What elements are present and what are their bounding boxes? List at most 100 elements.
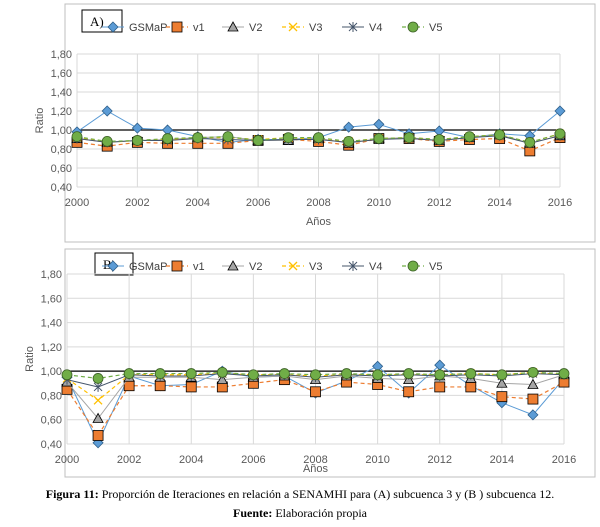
- chart-panel-b: B)0,400,600,801,001,201,401,601,80200020…: [24, 248, 596, 478]
- x-tick-label: 2008: [306, 197, 330, 209]
- gsmap-point: [343, 121, 355, 133]
- x-tick-label: 2012: [428, 454, 452, 466]
- source-caption: Fuente: Elaboración propia: [0, 506, 600, 521]
- v5-point: [524, 136, 536, 148]
- y-tick-label: 1,40: [41, 318, 62, 330]
- v1-point: [310, 386, 321, 398]
- y-tick-label: 1,80: [51, 49, 72, 61]
- y-tick-label: 1,20: [41, 342, 62, 354]
- v5-point: [341, 368, 352, 379]
- legend-label: V2: [249, 22, 262, 34]
- v2-point: [496, 377, 508, 388]
- v3-point: [93, 395, 103, 405]
- v5-point: [247, 369, 259, 381]
- v5-point: [252, 135, 264, 146]
- v5-point: [222, 131, 234, 143]
- legend-label: V4: [369, 22, 382, 34]
- v5-point: [216, 366, 228, 378]
- chart-border: [64, 3, 596, 243]
- x-tick-label: 2008: [303, 454, 327, 466]
- v5-point: [403, 132, 415, 144]
- legend-label: GSMaP: [129, 22, 168, 34]
- v1-point: [171, 260, 183, 272]
- legend: GSMaP v1 V2 V3 V4 V5: [102, 260, 442, 273]
- legend-label: GSMaP: [129, 261, 168, 273]
- legend-item-v1: v1: [166, 21, 205, 34]
- x-tick-label: 2010: [367, 197, 391, 209]
- series-line: [76, 137, 561, 152]
- figure-text: Proporción de Iteraciones en relación a …: [98, 487, 555, 501]
- gsmap-point: [101, 105, 113, 117]
- x-tick-label: 2004: [186, 197, 210, 209]
- x-tick-label: 2004: [179, 454, 203, 466]
- figure-caption: Figura 11: Proporción de Iteraciones en …: [0, 487, 600, 502]
- series-line: [66, 371, 565, 380]
- v1-point: [185, 381, 197, 393]
- v5-point: [310, 369, 321, 381]
- legend-label: V3: [309, 261, 322, 273]
- v5-point: [558, 368, 570, 379]
- v5-point: [279, 368, 290, 379]
- y-tick-label: 0,80: [51, 144, 72, 156]
- legend-label: V3: [309, 22, 322, 34]
- legend-item-v1: v1: [166, 260, 205, 273]
- x-tick-label: 2016: [552, 454, 576, 466]
- y-tick-label: 1,40: [51, 87, 72, 99]
- v5-point: [101, 135, 113, 147]
- legend-label: V2: [249, 261, 262, 273]
- v1-point: [434, 381, 446, 393]
- x-tick-label: 2002: [117, 454, 141, 466]
- y-axis-title: Ratio: [24, 346, 36, 372]
- v1-point: [403, 386, 415, 398]
- v5-point: [407, 260, 419, 272]
- v5-point: [407, 21, 419, 33]
- v3-point: [288, 22, 298, 32]
- v1-point: [92, 430, 104, 441]
- y-axis-title: Ratio: [34, 108, 46, 134]
- series-line: [76, 133, 561, 143]
- x-axis-title: Años: [303, 463, 329, 475]
- figure-label: Figura 11:: [45, 487, 99, 501]
- legend-item-v2: V2: [222, 21, 262, 34]
- source-text: Elaboración propia: [272, 506, 367, 520]
- v5-point: [313, 132, 324, 144]
- legend-item-v3: V3: [282, 261, 322, 273]
- legend-item-v4: V4: [342, 261, 382, 273]
- legend-item-gsmap: GSMaP: [102, 260, 168, 273]
- v5-point: [373, 133, 385, 144]
- y-tick-label: 1,60: [41, 293, 62, 305]
- v5-point: [123, 368, 135, 379]
- x-tick-label: 2014: [487, 197, 511, 209]
- v5-point: [494, 129, 506, 141]
- x-tick-label: 2002: [125, 197, 149, 209]
- v5-point: [403, 368, 415, 379]
- legend-label: V5: [429, 261, 442, 273]
- legend-item-v4: V4: [342, 22, 382, 34]
- x-tick-label: 2010: [365, 454, 389, 466]
- legend-item-v2: V2: [222, 260, 262, 273]
- v2-point: [227, 260, 239, 271]
- x-tick-label: 2014: [490, 454, 514, 466]
- y-tick-label: 1,60: [51, 68, 72, 80]
- v1-point: [527, 393, 539, 405]
- v5-point: [433, 134, 445, 145]
- v5-point: [554, 128, 566, 140]
- v5-point: [282, 132, 294, 144]
- v5-point: [496, 369, 508, 381]
- legend-label: v1: [193, 261, 205, 273]
- legend-item-v3: V3: [282, 22, 322, 34]
- v5-point: [71, 131, 83, 143]
- legend: GSMaP v1 V2 V3 V4 V5: [102, 21, 442, 34]
- v5-point: [465, 368, 477, 379]
- legend-label: v1: [193, 22, 205, 34]
- chart-border: [64, 248, 596, 478]
- x-tick-label: 2012: [427, 197, 451, 209]
- v2-point: [227, 21, 239, 32]
- x-tick-label: 2016: [548, 197, 572, 209]
- v3-point: [288, 261, 298, 271]
- v5-point: [527, 366, 539, 378]
- v4-point: [348, 261, 358, 271]
- y-tick-label: 0,60: [51, 163, 72, 175]
- y-tick-label: 1,00: [51, 125, 72, 137]
- v5-point: [162, 133, 173, 144]
